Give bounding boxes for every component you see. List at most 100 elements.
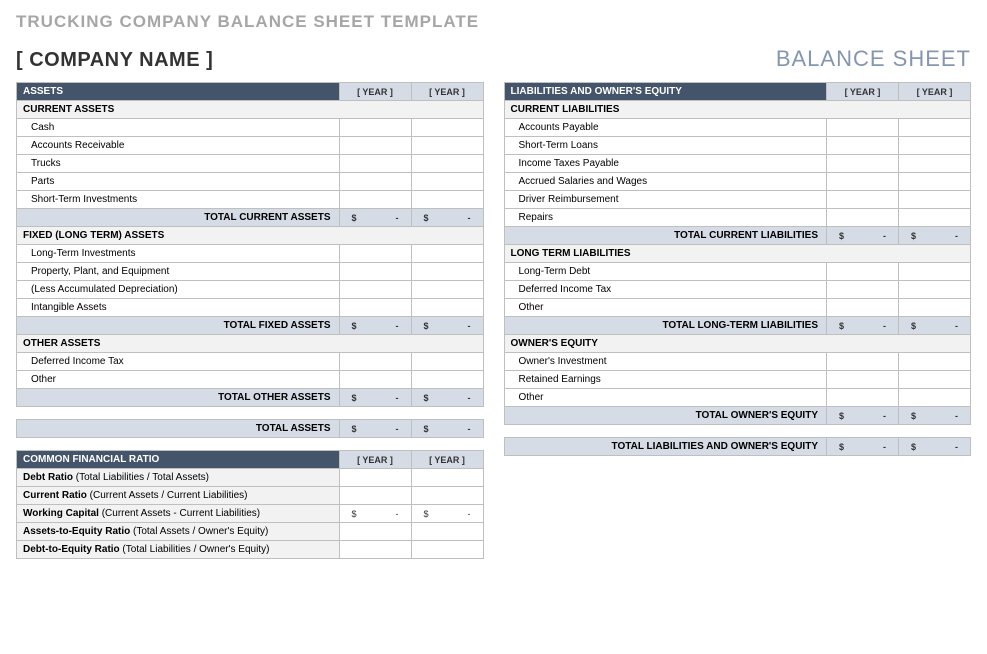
grand-total-label: TOTAL ASSETS [17, 420, 340, 438]
value-cell[interactable] [899, 173, 971, 191]
subtotal-value: $- [339, 209, 411, 227]
value-cell[interactable] [899, 389, 971, 407]
value-cell[interactable] [339, 281, 411, 299]
line-item-label: Owner's Investment [504, 353, 827, 371]
subtotal-value: $- [899, 317, 971, 335]
value-cell[interactable] [411, 371, 483, 389]
value-cell[interactable] [827, 389, 899, 407]
value-cell[interactable] [899, 371, 971, 389]
value-cell[interactable] [339, 137, 411, 155]
line-item-label: Accounts Receivable [17, 137, 340, 155]
value-cell[interactable] [339, 173, 411, 191]
ratio-value[interactable] [339, 523, 411, 541]
total-liabilities-table: TOTAL LIABILITIES AND OWNER'S EQUITY$-$- [504, 437, 972, 456]
value-cell[interactable] [827, 155, 899, 173]
subsection-header: LONG TERM LIABILITIES [504, 245, 971, 263]
value-cell[interactable] [899, 299, 971, 317]
value-cell[interactable] [411, 119, 483, 137]
value-cell[interactable] [899, 191, 971, 209]
subtotal-value: $- [411, 209, 483, 227]
value-cell[interactable] [827, 371, 899, 389]
value-cell[interactable] [411, 281, 483, 299]
subtotal-value: $- [339, 317, 411, 335]
value-cell[interactable] [899, 263, 971, 281]
subtotal-label: TOTAL OWNER'S EQUITY [504, 407, 827, 425]
value-cell[interactable] [827, 209, 899, 227]
value-cell[interactable] [339, 299, 411, 317]
value-cell[interactable] [827, 353, 899, 371]
year-header-2: [ YEAR ] [411, 83, 483, 101]
subtotal-label: TOTAL CURRENT LIABILITIES [504, 227, 827, 245]
subtotal-label: TOTAL OTHER ASSETS [17, 389, 340, 407]
value-cell[interactable] [899, 281, 971, 299]
line-item-label: Long-Term Debt [504, 263, 827, 281]
subtotal-value: $- [827, 227, 899, 245]
value-cell[interactable] [827, 299, 899, 317]
line-item-label: Other [504, 299, 827, 317]
ratio-value[interactable] [411, 469, 483, 487]
subsection-header: CURRENT LIABILITIES [504, 101, 971, 119]
ratio-value[interactable] [339, 487, 411, 505]
value-cell[interactable] [827, 119, 899, 137]
line-item-label: Retained Earnings [504, 371, 827, 389]
line-item-label: Other [504, 389, 827, 407]
value-cell[interactable] [827, 191, 899, 209]
grand-total-value: $- [899, 438, 971, 456]
total-assets-table: TOTAL ASSETS$-$- [16, 419, 484, 438]
value-cell[interactable] [899, 119, 971, 137]
doc-type-label: BALANCE SHEET [776, 46, 971, 72]
grand-total-value: $- [339, 420, 411, 438]
value-cell[interactable] [339, 191, 411, 209]
ratio-label: Current Ratio (Current Assets / Current … [17, 487, 340, 505]
value-cell[interactable] [339, 245, 411, 263]
subtotal-value: $- [339, 389, 411, 407]
template-title: TRUCKING COMPANY BALANCE SHEET TEMPLATE [16, 12, 971, 32]
value-cell[interactable] [339, 119, 411, 137]
value-cell[interactable] [411, 299, 483, 317]
assets-table: ASSETS[ YEAR ][ YEAR ]CURRENT ASSETSCash… [16, 82, 484, 407]
year-header-2: [ YEAR ] [411, 451, 483, 469]
value-cell[interactable] [899, 353, 971, 371]
value-cell[interactable] [899, 155, 971, 173]
value-cell[interactable] [827, 173, 899, 191]
value-cell[interactable] [411, 245, 483, 263]
value-cell[interactable] [899, 137, 971, 155]
value-cell[interactable] [827, 281, 899, 299]
ratios-header: COMMON FINANCIAL RATIO [17, 451, 340, 469]
value-cell[interactable] [899, 209, 971, 227]
ratio-value[interactable]: $- [411, 505, 483, 523]
line-item-label: Long-Term Investments [17, 245, 340, 263]
ratio-label: Working Capital (Current Assets - Curren… [17, 505, 340, 523]
subsection-header: CURRENT ASSETS [17, 101, 484, 119]
ratio-value[interactable] [411, 487, 483, 505]
ratio-value[interactable]: $- [339, 505, 411, 523]
value-cell[interactable] [411, 155, 483, 173]
ratio-value[interactable] [411, 541, 483, 559]
year-header-1: [ YEAR ] [827, 83, 899, 101]
value-cell[interactable] [827, 263, 899, 281]
value-cell[interactable] [339, 371, 411, 389]
value-cell[interactable] [411, 353, 483, 371]
grand-total-value: $- [827, 438, 899, 456]
value-cell[interactable] [827, 137, 899, 155]
subtotal-value: $- [411, 317, 483, 335]
value-cell[interactable] [339, 353, 411, 371]
ratios-table: COMMON FINANCIAL RATIO[ YEAR ][ YEAR ]De… [16, 450, 484, 559]
ratio-value[interactable] [339, 541, 411, 559]
value-cell[interactable] [339, 155, 411, 173]
value-cell[interactable] [411, 263, 483, 281]
grand-total-label: TOTAL LIABILITIES AND OWNER'S EQUITY [504, 438, 827, 456]
line-item-label: Accounts Payable [504, 119, 827, 137]
value-cell[interactable] [411, 173, 483, 191]
value-cell[interactable] [339, 263, 411, 281]
ratio-value[interactable] [339, 469, 411, 487]
subtotal-value: $- [411, 389, 483, 407]
ratio-value[interactable] [411, 523, 483, 541]
year-header-2: [ YEAR ] [899, 83, 971, 101]
value-cell[interactable] [411, 137, 483, 155]
value-cell[interactable] [411, 191, 483, 209]
line-item-label: Intangible Assets [17, 299, 340, 317]
line-item-label: Short-Term Investments [17, 191, 340, 209]
subsection-header: FIXED (LONG TERM) ASSETS [17, 227, 484, 245]
subsection-header: OTHER ASSETS [17, 335, 484, 353]
